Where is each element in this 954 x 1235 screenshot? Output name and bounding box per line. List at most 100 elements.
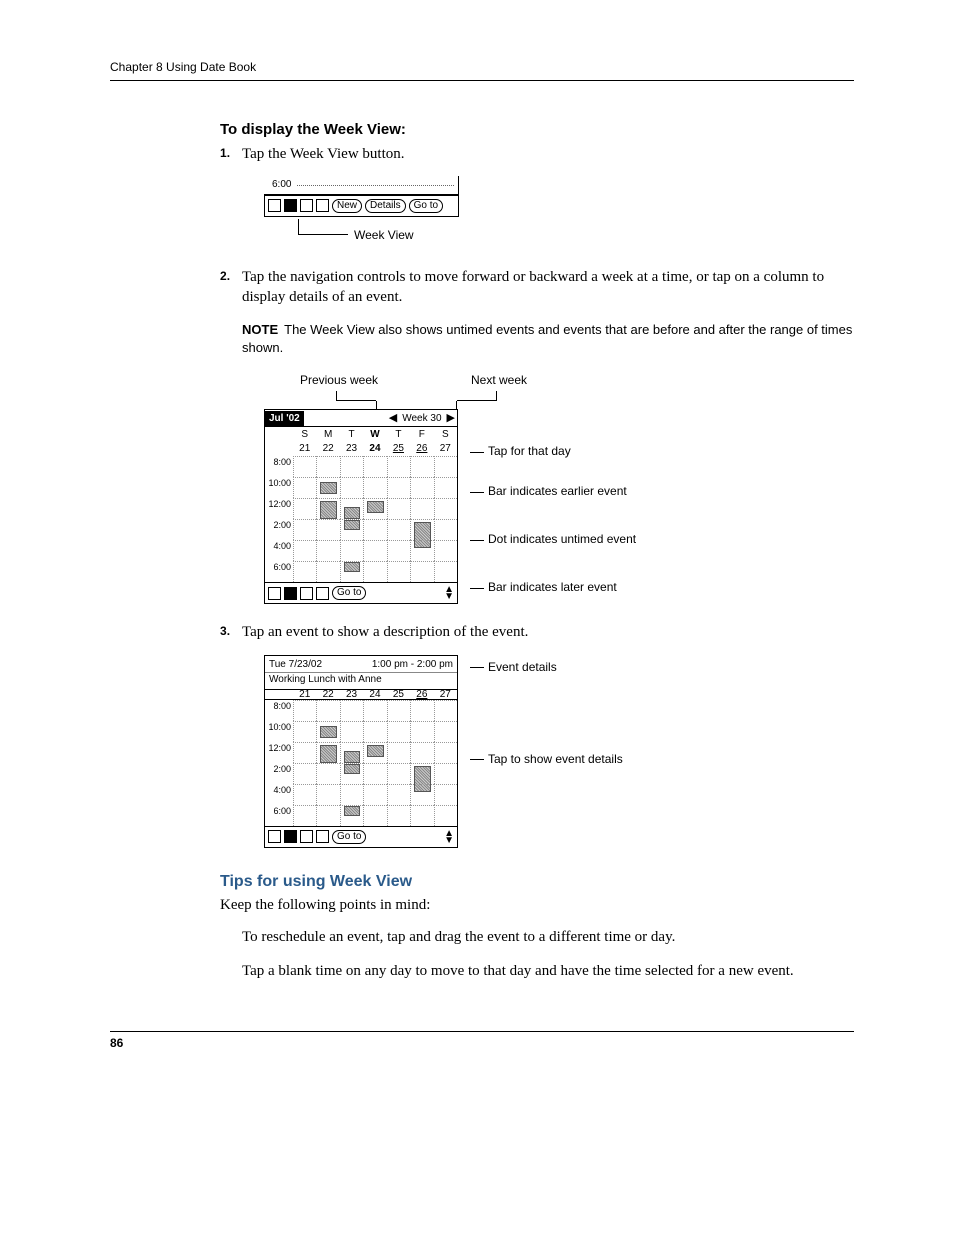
- tip-1: To reschedule an event, tap and drag the…: [242, 927, 854, 947]
- time-label: 10:00: [265, 477, 293, 497]
- details-button[interactable]: Details: [365, 199, 406, 213]
- time-label: 4:00: [265, 540, 293, 560]
- chapter-header: Chapter 8 Using Date Book: [110, 60, 854, 81]
- view-week-icon[interactable]: [284, 199, 297, 212]
- view-month-icon[interactable]: [300, 587, 313, 600]
- day-date[interactable]: 26: [410, 690, 433, 700]
- callout-lines-top: [264, 391, 854, 409]
- time-label: 6:00: [265, 805, 293, 825]
- event-time-range: 1:00 pm - 2:00 pm: [372, 658, 453, 672]
- day-date[interactable]: 27: [434, 442, 457, 457]
- next-week-arrow-icon[interactable]: ▶: [445, 411, 457, 426]
- view-week-icon[interactable]: [284, 830, 297, 843]
- day-date[interactable]: 22: [316, 690, 339, 700]
- annot-dot-untimed: Dot indicates untimed event: [488, 533, 636, 547]
- step-3: Tap an event to show a description of th…: [220, 622, 854, 847]
- event-date: Tue 7/23/02: [269, 658, 322, 672]
- day-letter: T: [340, 428, 363, 442]
- day-date[interactable]: 25: [387, 442, 410, 457]
- view-day-icon[interactable]: [268, 830, 281, 843]
- event-bar[interactable]: [320, 482, 336, 494]
- week-grid[interactable]: 8:00 10:00 12:00 2:00 4:00 6:00: [265, 456, 457, 582]
- goto-button[interactable]: Go to: [332, 586, 366, 600]
- step-3-text: Tap an event to show a description of th…: [242, 624, 528, 640]
- new-button[interactable]: New: [332, 199, 362, 213]
- time-label: 10:00: [265, 721, 293, 741]
- scroll-arrows-icon[interactable]: ▲▼: [444, 830, 454, 844]
- goto-button[interactable]: Go to: [332, 830, 366, 844]
- day-letter: F: [410, 428, 433, 442]
- view-month-icon[interactable]: [300, 830, 313, 843]
- time-label: 8:00: [265, 456, 293, 476]
- fig1-dotted-line: [297, 184, 454, 186]
- annot-event-details: Event details: [488, 661, 557, 675]
- annot-tap-show: Tap to show event details: [488, 753, 623, 767]
- callout-line: [298, 219, 299, 235]
- time-label: 6:00: [265, 561, 293, 581]
- day-date[interactable]: 23: [340, 690, 363, 700]
- week-view-event-screen: Tue 7/23/02 1:00 pm - 2:00 pm Working Lu…: [264, 655, 458, 848]
- day-date[interactable]: 25: [387, 690, 410, 700]
- event-bar[interactable]: [344, 562, 360, 572]
- annot-bar-later: Bar indicates later event: [488, 581, 617, 595]
- view-agenda-icon[interactable]: [316, 199, 329, 212]
- view-agenda-icon[interactable]: [316, 587, 329, 600]
- week-grid[interactable]: 8:00 10:00 12:00 2:00 4:00 6:00: [265, 700, 457, 826]
- day-letter: S: [293, 428, 316, 442]
- tips-heading: Tips for using Week View: [220, 873, 854, 891]
- scroll-arrows-icon[interactable]: ▲▼: [444, 586, 454, 600]
- day-date[interactable]: 24: [363, 690, 386, 700]
- event-bar[interactable]: [367, 745, 383, 757]
- tips-intro: Keep the following points in mind:: [220, 895, 854, 915]
- event-bar[interactable]: [344, 751, 360, 763]
- figure-week-view-button: 6:00 New Details Go to Week Vi: [264, 176, 459, 249]
- annot-bar-earlier: Bar indicates earlier event: [488, 485, 627, 499]
- step-1: Tap the Week View button. 6:00 New Detai…: [220, 144, 854, 249]
- label-previous-week: Previous week: [294, 374, 384, 388]
- event-bar[interactable]: [320, 501, 336, 519]
- figure-event-details: Tue 7/23/02 1:00 pm - 2:00 pm Working Lu…: [264, 655, 854, 848]
- prev-week-arrow-icon[interactable]: ◀: [387, 411, 399, 426]
- day-date[interactable]: 21: [293, 442, 316, 457]
- figure-week-view-annotated: Previous week Next week Jul '02 ◀: [264, 374, 854, 605]
- note-label: NOTE: [242, 322, 278, 337]
- view-week-icon[interactable]: [284, 587, 297, 600]
- step-2-text: Tap the navigation controls to move forw…: [242, 269, 824, 305]
- event-bar[interactable]: [344, 806, 360, 816]
- time-label: 12:00: [265, 742, 293, 762]
- note-text: The Week View also shows untimed events …: [242, 322, 852, 355]
- event-bar[interactable]: [344, 520, 360, 530]
- week-view-screen: Jul '02 ◀ Week 30 ▶ S M T: [264, 409, 458, 604]
- event-bar[interactable]: [344, 507, 360, 519]
- step-2: Tap the navigation controls to move forw…: [220, 267, 854, 605]
- day-letter: T: [387, 428, 410, 442]
- day-letter: W: [363, 428, 386, 442]
- event-bar[interactable]: [320, 726, 336, 738]
- step-1-text: Tap the Week View button.: [242, 146, 405, 162]
- day-date[interactable]: 27: [434, 690, 457, 700]
- day-date[interactable]: 26: [410, 442, 433, 457]
- view-agenda-icon[interactable]: [316, 830, 329, 843]
- view-month-icon[interactable]: [300, 199, 313, 212]
- day-letter: S: [434, 428, 457, 442]
- section-heading-display: To display the Week View:: [220, 121, 854, 138]
- day-date[interactable]: 24: [363, 442, 386, 457]
- time-label: 2:00: [265, 519, 293, 539]
- day-date[interactable]: 21: [293, 690, 316, 700]
- event-bar[interactable]: [367, 501, 383, 513]
- event-bar[interactable]: [344, 764, 360, 774]
- time-label: 8:00: [265, 700, 293, 720]
- tip-2: Tap a blank time on any day to move to t…: [242, 961, 854, 981]
- callout-week-view: Week View: [354, 227, 414, 243]
- fig1-toolbar: New Details Go to: [264, 194, 459, 217]
- annot-tap-day: Tap for that day: [488, 445, 571, 459]
- event-bar[interactable]: [320, 745, 336, 763]
- day-date[interactable]: 22: [316, 442, 339, 457]
- day-letter: M: [316, 428, 339, 442]
- page-number: 86: [110, 1031, 854, 1050]
- view-day-icon[interactable]: [268, 587, 281, 600]
- view-day-icon[interactable]: [268, 199, 281, 212]
- goto-button[interactable]: Go to: [409, 199, 443, 213]
- day-date[interactable]: 23: [340, 442, 363, 457]
- note-block: NOTEThe Week View also shows untimed eve…: [242, 321, 854, 357]
